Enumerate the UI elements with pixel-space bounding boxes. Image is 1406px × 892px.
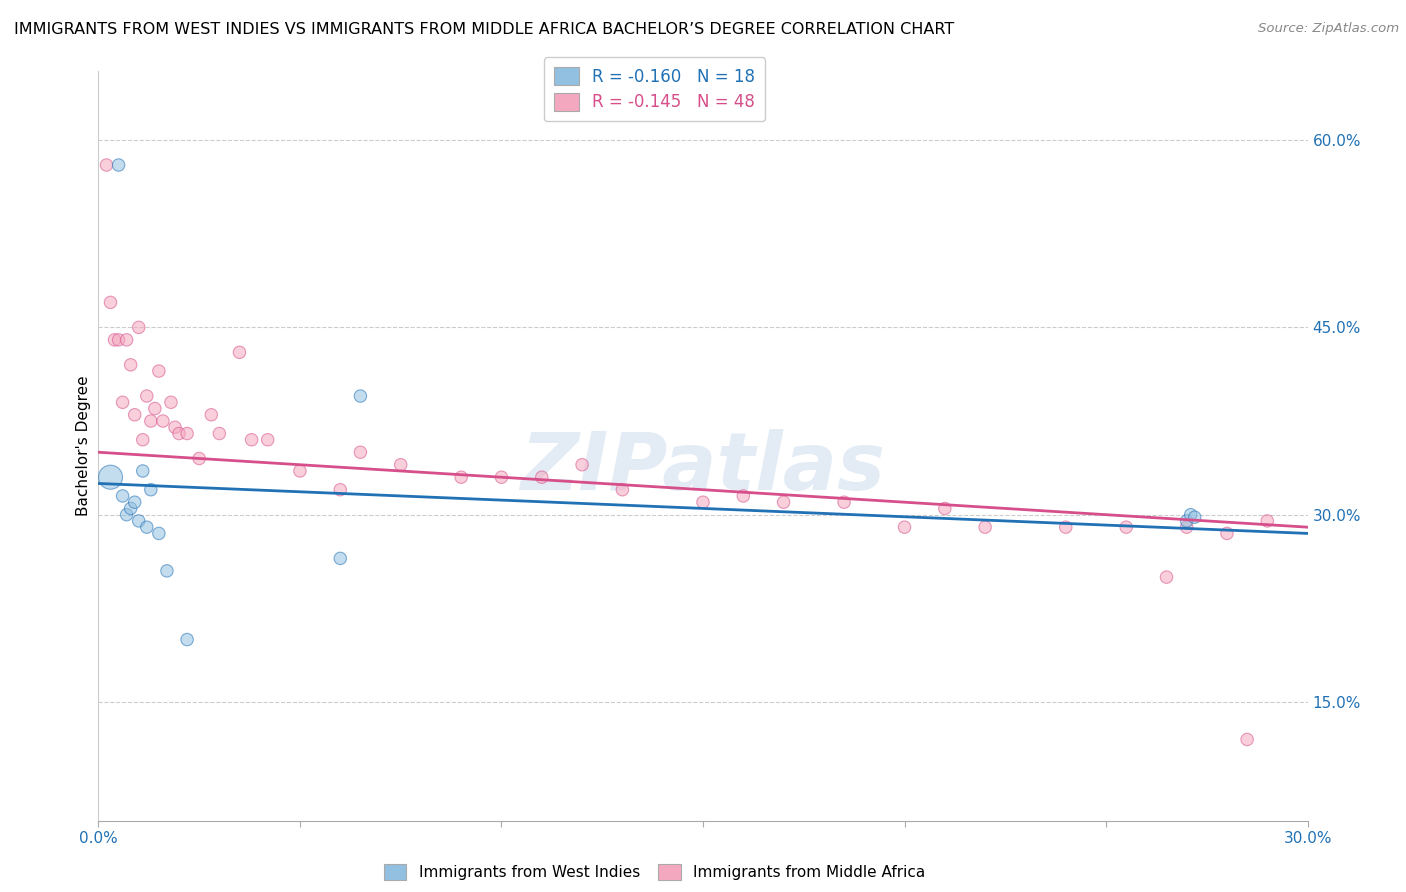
Point — [832, 495, 855, 509]
Point — [128, 514, 150, 528]
Point — [1175, 520, 1198, 534]
Point — [100, 470, 122, 484]
Legend: Immigrants from West Indies, Immigrants from Middle Africa: Immigrants from West Indies, Immigrants … — [375, 856, 934, 888]
Point — [103, 333, 125, 347]
Point — [188, 451, 211, 466]
Point — [1256, 514, 1278, 528]
Point — [893, 520, 915, 534]
Point — [139, 414, 162, 428]
Point — [176, 426, 198, 441]
Point — [156, 564, 179, 578]
Point — [124, 495, 146, 509]
Point — [772, 495, 794, 509]
Point — [934, 501, 956, 516]
Point — [1216, 526, 1239, 541]
Point — [96, 158, 118, 172]
Point — [148, 526, 170, 541]
Point — [491, 470, 513, 484]
Text: Source: ZipAtlas.com: Source: ZipAtlas.com — [1258, 22, 1399, 36]
Point — [349, 445, 371, 459]
Point — [128, 320, 150, 334]
Point — [107, 333, 129, 347]
Point — [135, 520, 157, 534]
Point — [167, 426, 190, 441]
Point — [228, 345, 250, 359]
Point — [111, 395, 134, 409]
Point — [733, 489, 755, 503]
Point — [143, 401, 166, 416]
Point — [115, 333, 138, 347]
Point — [1175, 514, 1198, 528]
Point — [208, 426, 231, 441]
Point — [692, 495, 714, 509]
Point — [200, 408, 222, 422]
Point — [1156, 570, 1178, 584]
Point — [100, 295, 122, 310]
Point — [115, 508, 138, 522]
Point — [111, 489, 134, 503]
Point — [107, 158, 129, 172]
Point — [135, 389, 157, 403]
Point — [163, 420, 186, 434]
Point — [329, 551, 352, 566]
Text: IMMIGRANTS FROM WEST INDIES VS IMMIGRANTS FROM MIDDLE AFRICA BACHELOR’S DEGREE C: IMMIGRANTS FROM WEST INDIES VS IMMIGRANT… — [14, 22, 955, 37]
Point — [1054, 520, 1077, 534]
Y-axis label: Bachelor's Degree: Bachelor's Degree — [76, 376, 91, 516]
Point — [132, 433, 155, 447]
Point — [288, 464, 311, 478]
Point — [1180, 508, 1202, 522]
Point — [120, 358, 142, 372]
Point — [1184, 510, 1206, 524]
Text: ZIPatlas: ZIPatlas — [520, 429, 886, 508]
Point — [329, 483, 352, 497]
Point — [450, 470, 472, 484]
Point — [160, 395, 183, 409]
Point — [132, 464, 155, 478]
Point — [152, 414, 174, 428]
Point — [349, 389, 371, 403]
Point — [530, 470, 553, 484]
Point — [571, 458, 593, 472]
Point — [612, 483, 634, 497]
Point — [1236, 732, 1258, 747]
Point — [1115, 520, 1137, 534]
Point — [124, 408, 146, 422]
Point — [139, 483, 162, 497]
Point — [148, 364, 170, 378]
Point — [240, 433, 263, 447]
Point — [120, 501, 142, 516]
Point — [389, 458, 412, 472]
Point — [974, 520, 997, 534]
Point — [176, 632, 198, 647]
Point — [256, 433, 278, 447]
